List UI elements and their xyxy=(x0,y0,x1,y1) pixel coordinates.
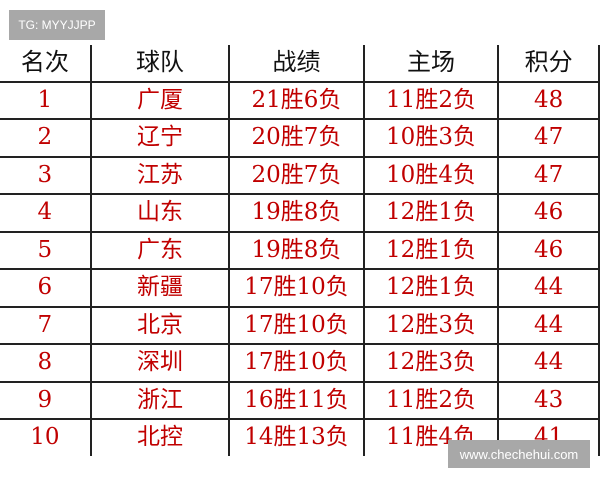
cell-home-record: 12胜1负 xyxy=(362,231,499,270)
table-row: 6 新疆 17胜10负 12胜1负 44 xyxy=(0,269,600,308)
cell-points: 44 xyxy=(497,306,600,345)
cell-team: 浙江 xyxy=(89,381,230,420)
header-record: 战绩 xyxy=(228,45,364,83)
watermark-bottom-right: www.chechehui.com xyxy=(448,440,590,468)
cell-home-record: 10胜4负 xyxy=(362,156,499,195)
cell-record: 17胜10负 xyxy=(228,344,364,383)
cell-home-record: 12胜3负 xyxy=(362,344,499,383)
cell-record: 19胜8负 xyxy=(228,194,364,233)
cell-home-record: 12胜1负 xyxy=(362,269,499,308)
cell-team: 江苏 xyxy=(89,156,230,195)
cell-team: 北控 xyxy=(89,419,230,456)
cell-record: 20胜7负 xyxy=(228,119,364,158)
header-team: 球队 xyxy=(89,45,230,83)
header-rank: 名次 xyxy=(0,45,91,83)
cell-rank: 10 xyxy=(30,424,60,451)
cell-home-record: 11胜2负 xyxy=(362,381,499,420)
cell-record: 19胜8负 xyxy=(228,231,364,270)
cell-team: 深圳 xyxy=(89,344,230,383)
cell-rank: 7 xyxy=(0,306,91,345)
cell-team: 山东 xyxy=(89,194,230,233)
cell-rank: 9 xyxy=(0,381,91,420)
cell-rank: 4 xyxy=(0,194,91,233)
cell-points: 47 xyxy=(497,156,600,195)
standings-table: 名次 球队 战绩 主场 积分 1 广厦 21胜6负 11胜2负 48 2 辽宁 20胜7负 10胜3负 4… xyxy=(0,45,600,456)
cell-rank: 8 xyxy=(0,344,91,383)
table-row: 2 辽宁 20胜7负 10胜3负 47 xyxy=(0,119,600,158)
cell-record: 17胜10负 xyxy=(228,269,364,308)
table-row: 1 广厦 21胜6负 11胜2负 48 xyxy=(0,81,600,120)
header-points: 积分 xyxy=(497,45,600,83)
cell-points: 46 xyxy=(497,231,600,270)
header-row: 名次 球队 战绩 主场 积分 xyxy=(0,45,600,83)
cell-team: 辽宁 xyxy=(89,119,230,158)
cell-team: 新疆 xyxy=(89,269,230,308)
cell-rank: 6 xyxy=(0,269,91,308)
table-row: 9 浙江 16胜11负 11胜2负 43 xyxy=(0,381,600,420)
header-home-record: 主场 xyxy=(362,45,499,83)
table-row: 8 深圳 17胜10负 12胜3负 44 xyxy=(0,344,600,383)
cell-record: 17胜10负 xyxy=(228,306,364,345)
cell-team: 广厦 xyxy=(89,81,230,120)
cell-home-record: 10胜3负 xyxy=(362,119,499,158)
cell-record: 21胜6负 xyxy=(228,81,364,120)
cell-rank: 1 xyxy=(0,81,91,120)
table-row: 7 北京 17胜10负 12胜3负 44 xyxy=(0,306,600,345)
cell-record: 14胜13负 xyxy=(228,419,364,456)
cell-rank: 2 xyxy=(0,119,91,158)
cell-home-record: 12胜3负 xyxy=(362,306,499,345)
cell-home-record: 11胜2负 xyxy=(362,81,499,120)
table-row: 5 广东 19胜8负 12胜1负 46 xyxy=(0,231,600,270)
cell-rank: 3 xyxy=(0,156,91,195)
cell-rank: 5 xyxy=(0,231,91,270)
cell-team: 广东 xyxy=(89,231,230,270)
cell-points: 44 xyxy=(497,344,600,383)
watermark-top-left: TG: MYYJJPP xyxy=(9,10,105,40)
cell-points: 48 xyxy=(497,81,600,120)
cell-team: 北京 xyxy=(89,306,230,345)
cell-points: 44 xyxy=(497,269,600,308)
cell-record: 20胜7负 xyxy=(228,156,364,195)
cell-home-record: 12胜1负 xyxy=(362,194,499,233)
cell-points: 43 xyxy=(497,381,600,420)
cell-points: 47 xyxy=(497,119,600,158)
table-row: 4 山东 19胜8负 12胜1负 46 xyxy=(0,194,600,233)
cell-points: 46 xyxy=(497,194,600,233)
cell-record: 16胜11负 xyxy=(228,381,364,420)
table-row: 3 江苏 20胜7负 10胜4负 47 xyxy=(0,156,600,195)
